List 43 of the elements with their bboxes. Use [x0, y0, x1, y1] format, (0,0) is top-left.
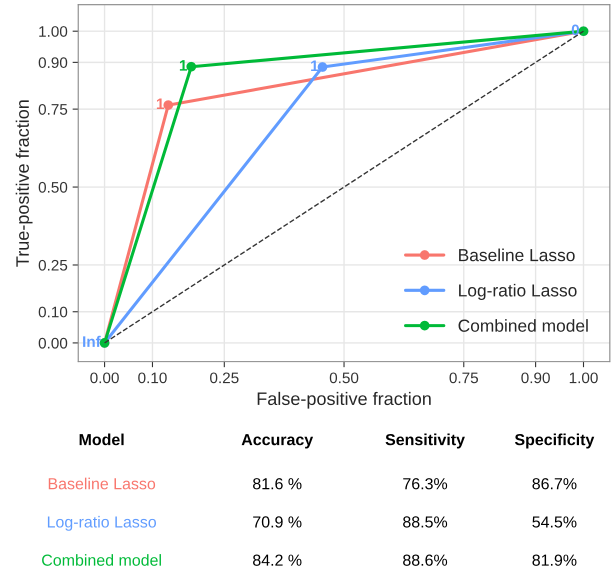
y-tick-label: 0.10 — [38, 306, 68, 318]
legend-label: Combined model — [458, 319, 588, 332]
text: 88.5% — [403, 516, 448, 528]
annotation: 1 — [156, 98, 164, 110]
text: Combined model — [42, 554, 161, 566]
point — [318, 62, 328, 72]
text: Log-ratio Lasso — [48, 516, 156, 531]
y-tick-label: 1.00 — [39, 26, 68, 37]
text: 84.2 % — [253, 554, 302, 566]
x-tick-label: 1.00 — [570, 372, 598, 384]
y-axis-title: True-positive fraction — [16, 100, 33, 267]
text: Accuracy — [242, 434, 314, 448]
annotation: 1 — [311, 60, 318, 71]
point — [186, 62, 196, 72]
annotation: 1 — [180, 60, 187, 71]
text: 54.5% — [532, 516, 576, 528]
y-tick-label: 0.25 — [38, 260, 68, 271]
text: Baseline Lasso — [48, 478, 156, 490]
text: 81.9% — [532, 554, 576, 566]
x-axis-title: False-positive fraction — [258, 392, 431, 409]
text: 70.9 % — [253, 516, 302, 528]
text: 86.7% — [532, 478, 576, 490]
x-tick-label: 0.90 — [521, 372, 550, 384]
x-tick-label: 0.25 — [210, 372, 239, 384]
y-tick-label: 0.00 — [38, 338, 68, 349]
x-tick-label: 0.75 — [450, 372, 478, 384]
text: 88.6% — [403, 554, 448, 566]
y-tick-label: 0.50 — [38, 182, 68, 193]
text: Specificity — [514, 434, 594, 448]
y-tick-label: 0.90 — [38, 57, 68, 68]
point — [163, 100, 174, 110]
annotation: Inf — [83, 336, 101, 347]
x-tick-label: 0.50 — [330, 372, 358, 384]
x-tick-label: 0.00 — [90, 372, 119, 384]
text: 76.3% — [403, 478, 448, 490]
y-tick-label: 0.75 — [38, 104, 68, 115]
text: 81.6 % — [253, 478, 302, 490]
annotation: 0 — [572, 24, 580, 36]
legend-label: Baseline Lasso — [459, 248, 575, 262]
legend-label: Log-ratio Lasso — [459, 284, 577, 300]
text: Model — [80, 434, 124, 446]
x-tick-label: 0.10 — [138, 372, 167, 384]
text: Sensitivity — [386, 434, 465, 448]
